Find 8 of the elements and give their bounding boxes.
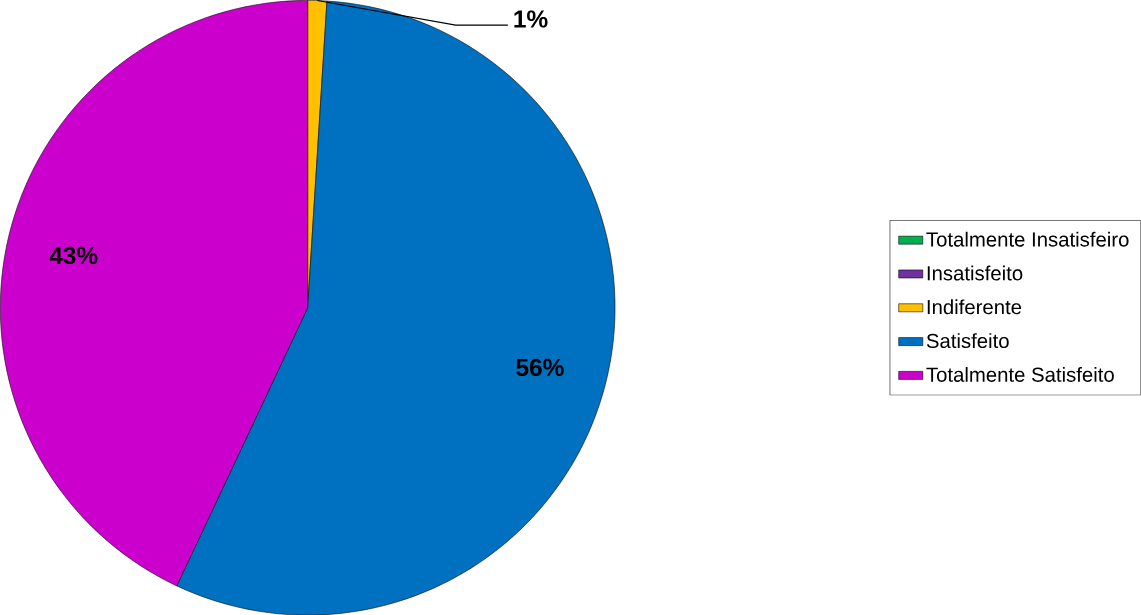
data-label: 56% bbox=[516, 358, 564, 376]
data-label: 43% bbox=[49, 246, 98, 264]
legend-label: Totalmente Insatisfeiro bbox=[926, 231, 1129, 247]
legend-label: Satisfeito bbox=[926, 332, 1009, 348]
legend-label: Indiferente bbox=[927, 299, 1022, 315]
data-label: 1% bbox=[514, 10, 548, 28]
legend-label: Insatisfeito bbox=[927, 265, 1023, 281]
legend-label: Totalmente Satisfeito bbox=[926, 366, 1114, 382]
